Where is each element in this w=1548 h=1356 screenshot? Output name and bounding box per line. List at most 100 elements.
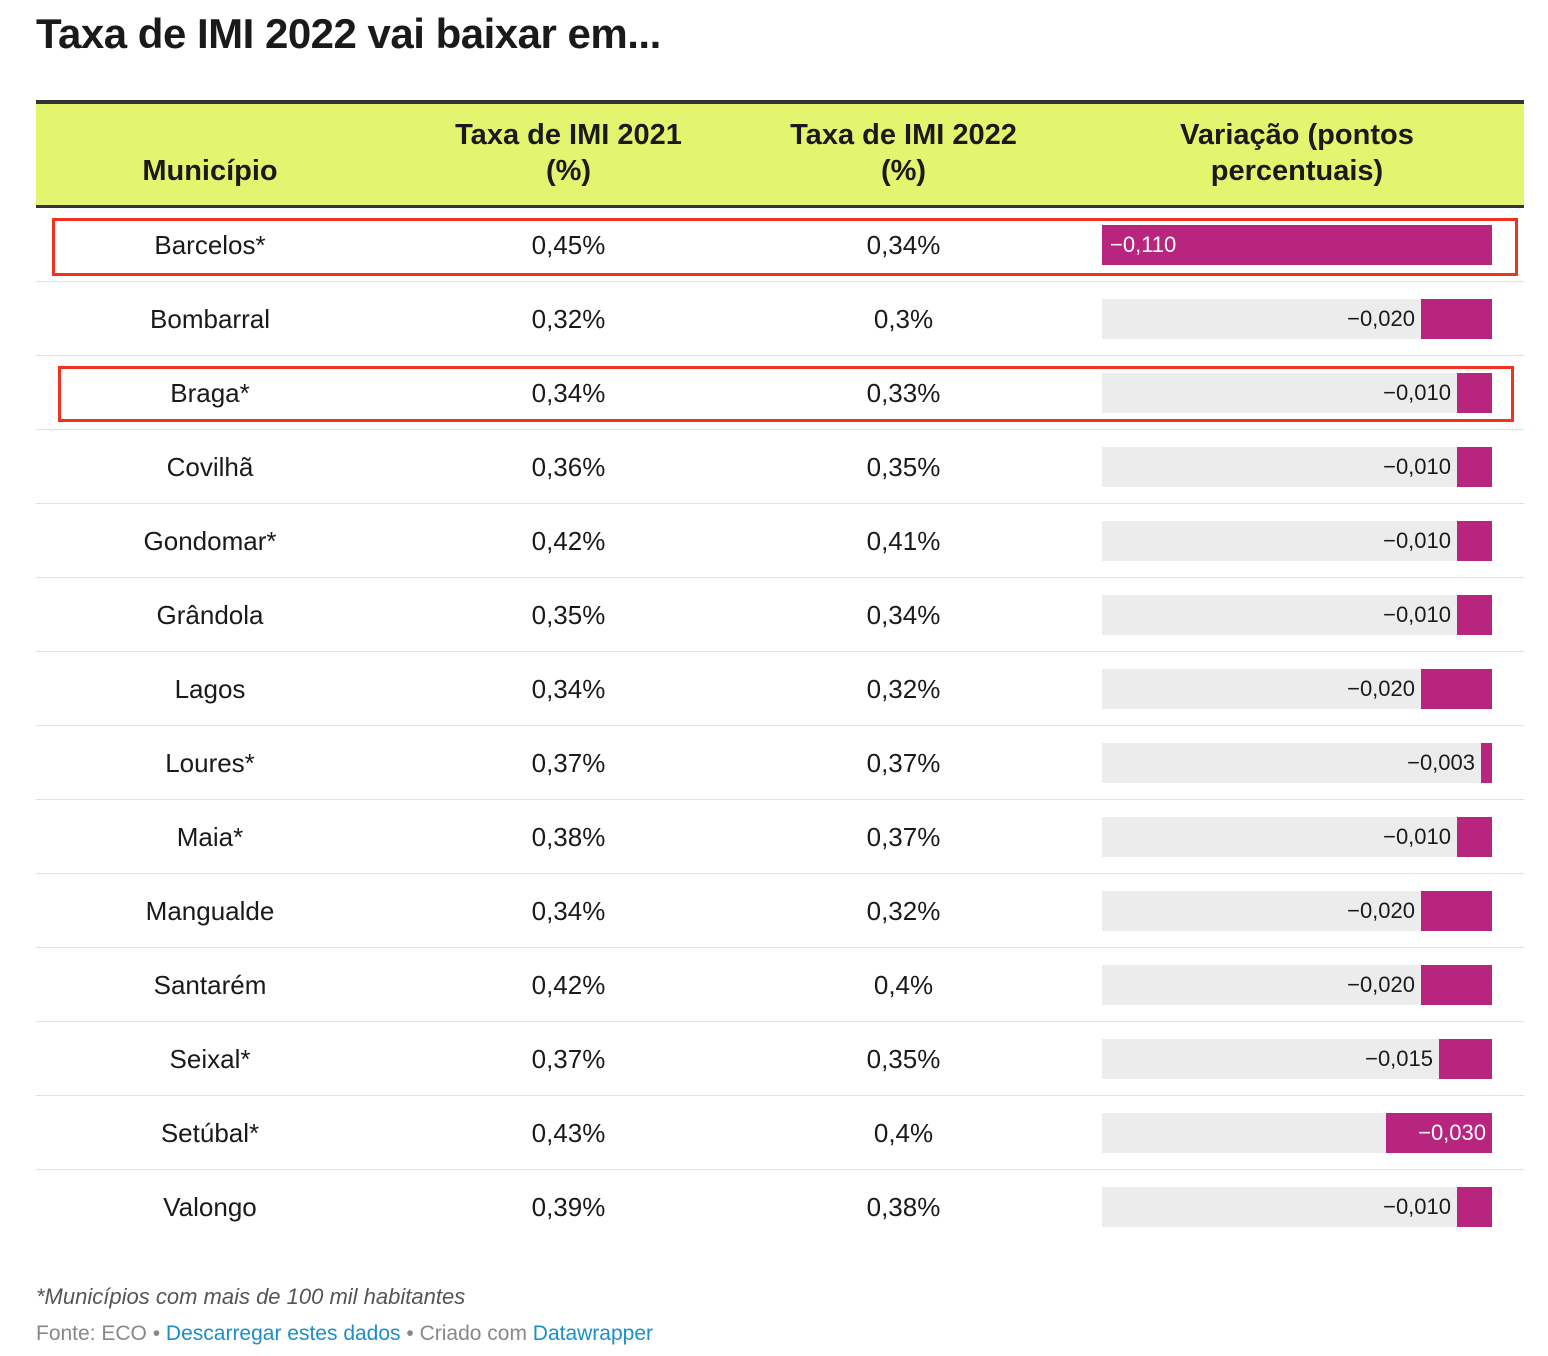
header-taxa-2021[interactable]: Taxa de IMI 2021 (%): [396, 117, 741, 189]
bar-value-label: −0,010: [1383, 824, 1451, 849]
cell-municipio: Braga*: [170, 378, 250, 408]
cell-taxa-2021: 0,34%: [531, 896, 606, 926]
chart-title: Taxa de IMI 2022 vai baixar em...: [36, 10, 661, 57]
bar-fill: [1457, 521, 1492, 561]
cell-municipio: Maia*: [176, 822, 244, 852]
bar-fill: [1457, 595, 1492, 635]
table-row: Lagos 0,34% 0,32% −0,020: [36, 652, 1524, 726]
cell-taxa-2021: 0,37%: [531, 1044, 606, 1074]
bar-fill: [1421, 299, 1492, 339]
table-row: Seixal* 0,37% 0,35% −0,015: [36, 1022, 1524, 1096]
bar-fill: [1421, 965, 1492, 1005]
cell-taxa-2022: 0,4%: [873, 970, 934, 1000]
cell-taxa-2022: 0,38%: [866, 1192, 941, 1222]
bar-value-label: −0,030: [1418, 1120, 1486, 1145]
cell-taxa-2022: 0,34%: [866, 600, 941, 630]
bar-value-label: −0,010: [1383, 454, 1451, 479]
cell-municipio: Lagos: [174, 674, 246, 704]
bar-track: −0,030: [1102, 1113, 1492, 1153]
table-row: Maia* 0,38% 0,37% −0,010: [36, 800, 1524, 874]
bar-fill: [1421, 669, 1492, 709]
cell-municipio: Setúbal*: [160, 1118, 260, 1148]
cell-municipio: Bombarral: [150, 304, 270, 334]
cell-taxa-2022: 0,35%: [866, 1044, 941, 1074]
cell-taxa-2021: 0,42%: [531, 526, 606, 556]
cell-taxa-2021: 0,43%: [531, 1118, 606, 1148]
bar-track: −0,010: [1102, 817, 1492, 857]
cell-municipio: Santarém: [153, 970, 267, 1000]
cell-taxa-2021: 0,35%: [531, 600, 606, 630]
bar-track: −0,010: [1102, 447, 1492, 487]
bar-fill: [1439, 1039, 1492, 1079]
cell-municipio: Mangualde: [145, 896, 275, 926]
header-variacao[interactable]: Variação (pontos percentuais): [1102, 117, 1492, 189]
table-row: Setúbal* 0,43% 0,4% −0,030: [36, 1096, 1524, 1170]
bar-fill: [1386, 1113, 1492, 1153]
bar-fill: [1421, 891, 1492, 931]
bar-fill: [1457, 817, 1492, 857]
cell-taxa-2022: 0,37%: [866, 748, 941, 778]
header-taxa-2022[interactable]: Taxa de IMI 2022 (%): [731, 117, 1076, 189]
header-line: Variação (pontos: [1180, 119, 1414, 151]
footnote: *Municípios com mais de 100 mil habitant…: [36, 1284, 466, 1309]
table-body: Barcelos* 0,45% 0,34% −0,110 Bombarral 0,32% 0…: [36, 208, 1524, 1244]
cell-taxa-2022: 0,37%: [866, 822, 941, 852]
datawrapper-link[interactable]: Datawrapper: [532, 1322, 654, 1345]
bar-value-label: −0,020: [1347, 972, 1415, 997]
bar-track: −0,010: [1102, 595, 1492, 635]
data-table: Município Taxa de IMI 2021 (%) Taxa de I…: [36, 100, 1524, 1244]
header-line: Taxa de IMI 2021: [455, 119, 682, 151]
header-line: percentuais): [1210, 155, 1384, 187]
separator: •: [146, 1322, 166, 1345]
bar-fill: [1457, 373, 1492, 413]
bar-value-label: −0,003: [1407, 750, 1475, 775]
bar-fill: [1457, 1187, 1492, 1227]
table-row: Valongo 0,39% 0,38% −0,010: [36, 1170, 1524, 1244]
cell-taxa-2021: 0,39%: [531, 1192, 606, 1222]
table-row: Loures* 0,37% 0,37% −0,003: [36, 726, 1524, 800]
cell-taxa-2021: 0,42%: [531, 970, 606, 1000]
cell-taxa-2022: 0,35%: [866, 452, 941, 482]
cell-municipio: Grândola: [156, 600, 264, 630]
header-line: (%): [880, 155, 927, 187]
bar-fill: [1102, 225, 1492, 265]
bar-value-label: −0,010: [1383, 380, 1451, 405]
bar-track: −0,010: [1102, 1187, 1492, 1227]
download-data-link[interactable]: Descarregar estes dados: [165, 1322, 401, 1345]
cell-taxa-2022: 0,3%: [873, 304, 934, 334]
cell-municipio: Loures*: [165, 748, 255, 778]
table-row: Santarém 0,42% 0,4% −0,020: [36, 948, 1524, 1022]
bar-fill: [1457, 447, 1492, 487]
bar-track: −0,020: [1102, 891, 1492, 931]
header-line: Taxa de IMI 2022: [790, 119, 1017, 151]
header-municipio[interactable]: Município: [36, 153, 384, 189]
cell-taxa-2021: 0,32%: [531, 304, 606, 334]
bar-value-label: −0,020: [1347, 306, 1415, 331]
bar-track: −0,020: [1102, 669, 1492, 709]
header-line: (%): [545, 155, 592, 187]
bar-track: −0,110: [1102, 225, 1492, 265]
bar-value-label: −0,020: [1347, 898, 1415, 923]
cell-taxa-2022: 0,41%: [866, 526, 941, 556]
table-row: Gondomar* 0,42% 0,41% −0,010: [36, 504, 1524, 578]
bar-value-label: −0,010: [1383, 528, 1451, 553]
bar-fill: [1481, 743, 1492, 783]
separator: •: [400, 1322, 420, 1345]
cell-taxa-2022: 0,32%: [866, 674, 941, 704]
table-row: Braga* 0,34% 0,33% −0,010: [36, 356, 1524, 430]
bar-value-label: −0,110: [1110, 232, 1177, 257]
cell-municipio: Covilhã: [166, 452, 254, 482]
bar-track: −0,015: [1102, 1039, 1492, 1079]
cell-taxa-2021: 0,37%: [531, 748, 606, 778]
cell-taxa-2021: 0,36%: [531, 452, 606, 482]
bar-track: −0,010: [1102, 521, 1492, 561]
table-row: Covilhã 0,36% 0,35% −0,010: [36, 430, 1524, 504]
cell-taxa-2022: 0,32%: [866, 896, 941, 926]
bar-track: −0,020: [1102, 965, 1492, 1005]
bar-track: −0,010: [1102, 373, 1492, 413]
table-row: Grândola 0,35% 0,34% −0,010: [36, 578, 1524, 652]
table-header: Município Taxa de IMI 2021 (%) Taxa de I…: [36, 100, 1524, 208]
cell-municipio: Barcelos*: [154, 230, 266, 260]
created-with-text: Criado com: [419, 1322, 533, 1345]
cell-municipio: Valongo: [163, 1192, 257, 1222]
